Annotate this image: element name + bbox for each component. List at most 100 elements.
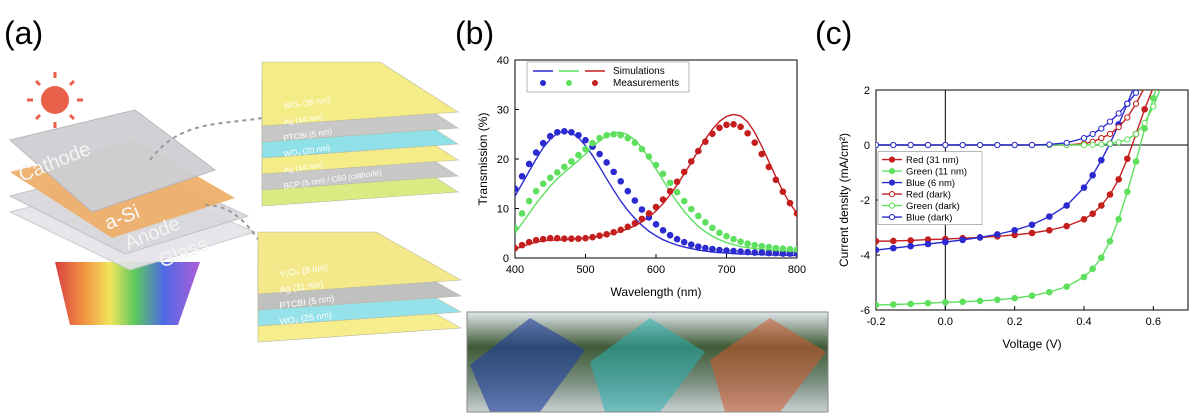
x-axis-label: Voltage (V) [1002, 337, 1061, 351]
data-point [673, 188, 681, 196]
data-point [582, 145, 589, 153]
data-point [702, 219, 709, 226]
legend-label: Green (dark) [906, 201, 960, 212]
data-point [532, 149, 540, 156]
data-point [666, 231, 674, 239]
data-point [603, 159, 610, 166]
data-point [1124, 114, 1131, 121]
data-point [1115, 176, 1122, 183]
data-point [652, 221, 660, 228]
data-point [730, 247, 737, 255]
panel-label: (a) [4, 15, 43, 51]
photo-strip [466, 311, 829, 413]
callout-arrow [204, 204, 263, 246]
data-point [737, 123, 744, 131]
data-point [716, 229, 723, 237]
data-point [876, 141, 880, 149]
legend-label: Measurements [613, 78, 679, 89]
data-point [554, 234, 561, 242]
data-point [730, 121, 737, 128]
series-line [876, 90, 1134, 251]
data-point [1098, 202, 1105, 209]
data-point [709, 224, 716, 232]
data-point [518, 241, 526, 249]
data-point [1089, 171, 1096, 179]
data-point [1132, 130, 1140, 138]
data-point [1063, 202, 1070, 209]
legend-box [877, 151, 983, 225]
data-point [1063, 222, 1070, 230]
data-point [723, 232, 730, 240]
data-point [546, 234, 554, 242]
photo-frame [466, 311, 829, 413]
data-point [779, 245, 787, 252]
series-line [876, 90, 1145, 146]
data-point [751, 249, 759, 256]
data-point [1011, 226, 1018, 234]
data-point [702, 244, 709, 252]
data-point [1098, 156, 1105, 164]
data-point [568, 235, 575, 242]
data-point [1150, 103, 1157, 110]
sun [27, 72, 83, 128]
data-point [786, 199, 794, 207]
data-point [624, 187, 632, 195]
data-point [638, 215, 646, 223]
data-point [546, 132, 554, 140]
y-tick-label: 0 [864, 140, 870, 152]
data-point [1132, 100, 1140, 107]
data-point [631, 197, 639, 204]
data-point [638, 145, 646, 153]
data-point [659, 226, 667, 234]
tinted-sample [710, 318, 826, 412]
data-point [751, 139, 759, 146]
data-point [942, 299, 949, 306]
data-point [575, 131, 582, 139]
data-point [589, 139, 596, 147]
data-point [1106, 130, 1114, 138]
data-point [603, 131, 610, 139]
series-line [876, 90, 1139, 146]
data-point [1089, 130, 1096, 138]
x-axis-label: Wavelength (nm) [611, 285, 702, 299]
data-point [779, 188, 787, 195]
data-point [575, 151, 582, 159]
data-point [624, 223, 632, 231]
data-point [709, 245, 716, 253]
data-point [723, 247, 730, 254]
data-point [1046, 141, 1053, 148]
data-point [876, 301, 880, 309]
data-point [546, 174, 554, 182]
data-point [1106, 237, 1114, 245]
legend-box [526, 61, 690, 93]
data-point [1132, 158, 1140, 165]
x-tick-label: 0.2 [1007, 316, 1022, 328]
y-tick-label: 0 [503, 253, 509, 265]
data-point [751, 241, 759, 249]
legend-swatch [888, 214, 896, 221]
data-point [924, 141, 932, 149]
data-point [924, 299, 932, 307]
data-point [1159, 82, 1164, 87]
data-point [793, 210, 797, 217]
x-tick-label: 400 [506, 264, 524, 276]
data-point [1046, 288, 1053, 296]
data-point [730, 235, 737, 243]
data-point [702, 138, 709, 145]
data-point [1151, 68, 1156, 73]
y-tick-label: 2 [864, 85, 870, 97]
x-tick-label: 0.4 [1076, 316, 1091, 328]
data-point [617, 131, 625, 139]
legend-swatch [888, 168, 896, 175]
data-point [1080, 215, 1088, 223]
data-point [765, 163, 773, 171]
data-point [568, 158, 575, 165]
data-point [1124, 155, 1131, 163]
data-point [723, 121, 730, 129]
data-point [518, 173, 526, 180]
data-point [765, 249, 773, 257]
data-point [525, 160, 533, 168]
data-point [1124, 136, 1131, 143]
data-point [994, 231, 1001, 238]
